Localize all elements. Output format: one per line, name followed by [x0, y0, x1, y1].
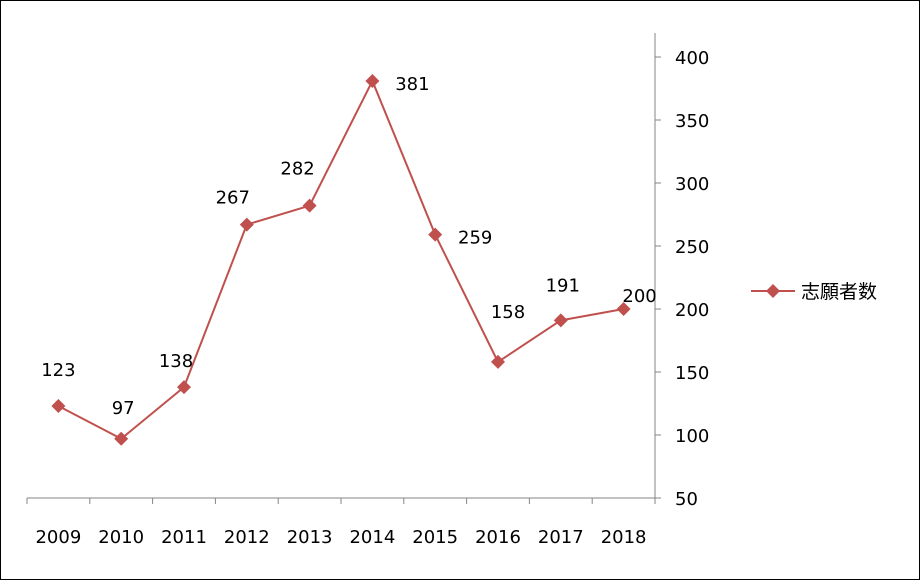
x-tick-label: 2017	[538, 527, 584, 548]
x-tick-label: 2009	[35, 527, 81, 548]
x-tick-label: 2018	[601, 527, 647, 548]
legend-label: 志願者数	[801, 281, 877, 303]
series-line	[57, 79, 624, 440]
y-tick-label: 100	[675, 426, 709, 447]
axes-layer: 2009 2010 2011 2012 2013 2014 2015 2016 2017 2018…	[26, 33, 709, 548]
x-tick-label: 2013	[287, 527, 333, 548]
y-tick-label: 150	[675, 363, 709, 384]
x-tick-label: 2016	[475, 527, 521, 548]
data-point-marker	[428, 227, 443, 242]
y-tick-label: 300	[675, 174, 709, 195]
data-point-marker	[177, 380, 191, 395]
data-point-marker	[616, 302, 631, 316]
data-label: 200	[622, 286, 656, 307]
data-point-marker	[114, 431, 129, 446]
data-labels-layer: 123 97 138 267 282 381 259 158 191 200	[41, 74, 657, 419]
x-tick-label: 2011	[161, 527, 207, 548]
data-label: 191	[546, 275, 580, 296]
data-point-marker	[239, 217, 254, 232]
series-layer	[51, 73, 631, 446]
data-label: 138	[159, 351, 193, 372]
x-tick-label: 2014	[349, 527, 395, 548]
data-label: 259	[458, 228, 492, 249]
data-point-marker	[491, 354, 505, 369]
data-label: 158	[491, 302, 525, 323]
y-tick-label: 350	[675, 111, 709, 132]
data-point-marker	[51, 399, 66, 414]
data-point-marker	[553, 313, 568, 328]
data-label: 267	[216, 188, 250, 209]
x-tick-label: 2012	[224, 527, 270, 548]
data-label: 282	[280, 159, 314, 180]
y-tick-label: 50	[675, 489, 698, 510]
y-tick-label: 400	[675, 48, 709, 69]
legend-marker	[766, 284, 780, 298]
data-point-marker	[302, 198, 317, 213]
legend: 志願者数	[751, 281, 877, 303]
y-tick-label: 250	[675, 237, 709, 258]
data-label: 381	[395, 74, 429, 95]
y-tick-label: 200	[675, 300, 709, 321]
x-tick-label: 2010	[98, 527, 144, 548]
data-label: 123	[41, 360, 75, 381]
x-tick-label: 2015	[412, 527, 458, 548]
data-point-marker	[365, 73, 380, 88]
data-label: 97	[112, 398, 135, 419]
